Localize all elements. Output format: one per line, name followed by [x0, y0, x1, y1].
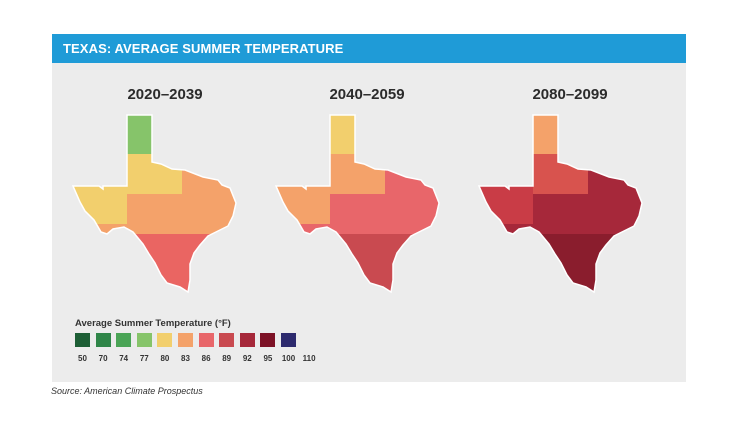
zone-west: [73, 184, 127, 224]
zone-west: [479, 184, 533, 224]
legend-tick-label: 83: [181, 354, 190, 363]
legend-swatch: [219, 333, 235, 347]
legend-swatch: [260, 333, 276, 347]
figure-header: TEXAS: AVERAGE SUMMER TEMPERATURE: [52, 34, 686, 63]
legend-tick-label: 92: [242, 354, 252, 363]
legend-tick-label: 95: [263, 354, 273, 363]
legend-tick-label: 100: [281, 354, 296, 363]
zone-west: [276, 184, 330, 224]
legend-swatch: [281, 333, 296, 347]
map-period-label-2: 2040–2059: [329, 86, 405, 103]
legend-swatch: [178, 333, 193, 347]
legend-tick-label: 74: [119, 354, 129, 363]
texas-map-2080-2099: [478, 114, 643, 293]
zone-panhandle: [122, 115, 157, 154]
legend-tick-label: 77: [139, 354, 149, 363]
legend-tick-label: 70: [98, 354, 108, 363]
zone-panhandle: [528, 115, 563, 154]
zone-panhandle: [325, 115, 360, 154]
legend-swatch: [116, 333, 132, 347]
legend-swatch: [95, 333, 111, 347]
legend-tick-label: 86: [201, 354, 211, 363]
legend-swatch: [75, 333, 90, 347]
legend-title: Average Summer Temperature (°F): [75, 318, 231, 329]
map-period-label-3: 2080–2099: [532, 86, 608, 103]
legend-tick-label: 89: [222, 354, 232, 363]
legend-tick-label: 110: [302, 354, 316, 363]
legend-swatch: [157, 333, 173, 347]
figure-panel: TEXAS: AVERAGE SUMMER TEMPERATURE 2020–2…: [52, 34, 686, 382]
texas-maps: [72, 114, 643, 293]
map-period-label-1: 2020–2039: [127, 86, 203, 103]
texas-map-2020-2039: [72, 114, 237, 293]
source-note: Source: American Climate Prospectus: [51, 386, 203, 396]
legend-tick-label: 80: [160, 354, 170, 363]
legend-swatch: [198, 333, 214, 347]
texas-map-2040-2059: [275, 114, 440, 293]
figure-title: TEXAS: AVERAGE SUMMER TEMPERATURE: [63, 41, 344, 56]
legend-swatch: [239, 333, 255, 347]
legend-swatch: [136, 333, 152, 347]
legend-tick-label: 50: [78, 354, 87, 363]
